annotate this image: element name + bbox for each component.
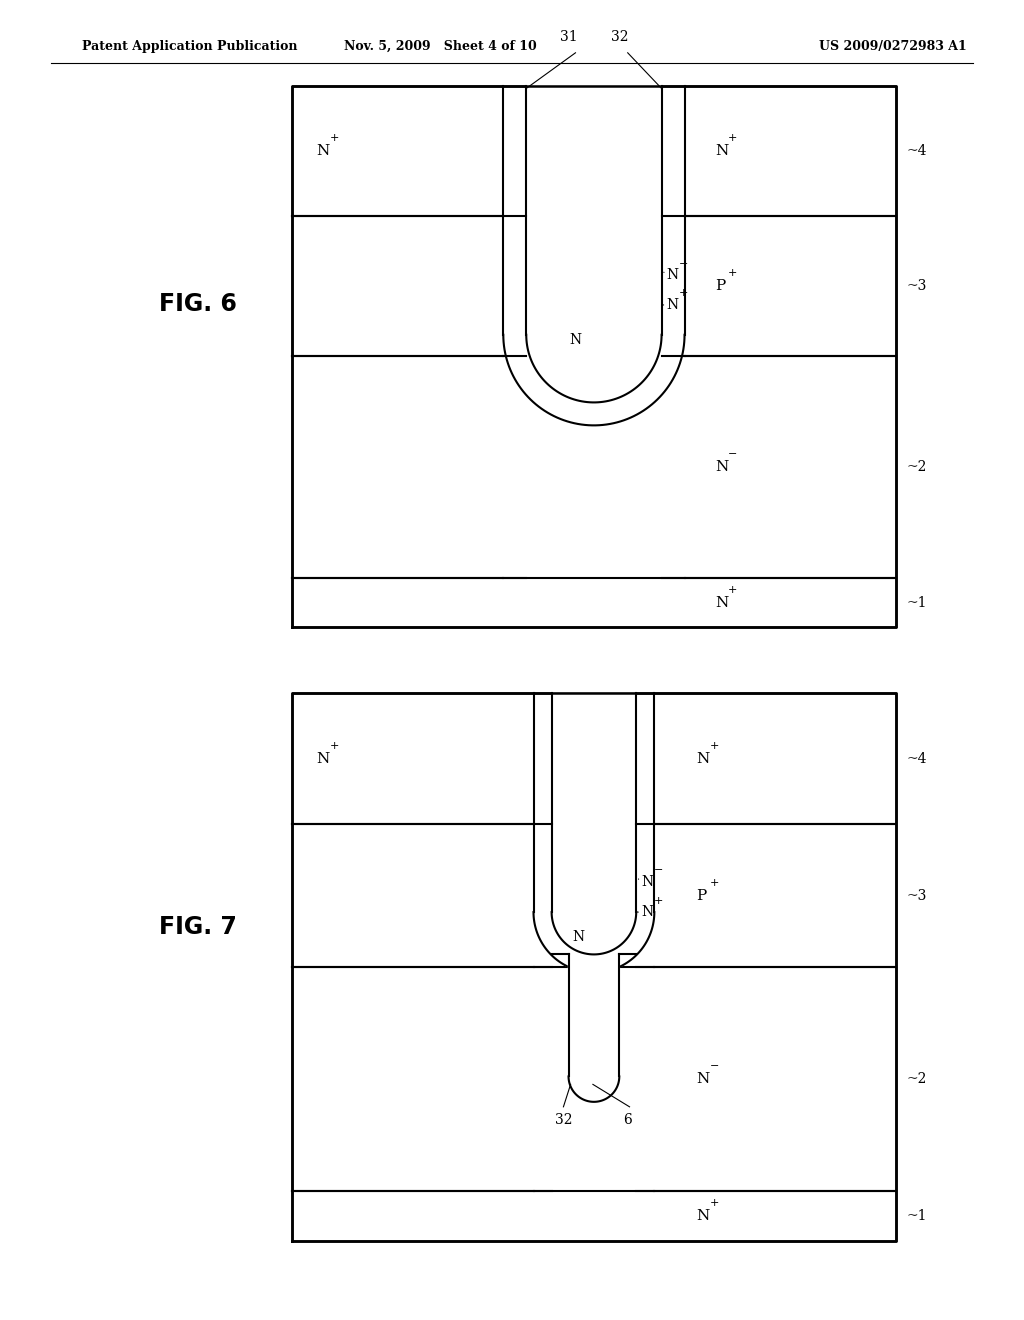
Polygon shape	[568, 912, 620, 1102]
Text: −: −	[679, 259, 688, 268]
Text: Nov. 5, 2009   Sheet 4 of 10: Nov. 5, 2009 Sheet 4 of 10	[344, 40, 537, 53]
Text: ~4: ~4	[906, 751, 927, 766]
Text: N: N	[572, 929, 585, 944]
Text: +: +	[653, 895, 663, 906]
Text: ~2: ~2	[906, 1072, 927, 1086]
Text: ~1: ~1	[906, 595, 927, 610]
Text: +: +	[330, 133, 339, 143]
Text: N: N	[569, 333, 582, 347]
Text: +: +	[728, 133, 737, 143]
Text: ~2: ~2	[906, 461, 927, 474]
Text: −: −	[653, 866, 663, 875]
Text: FIG. 7: FIG. 7	[159, 915, 237, 940]
Text: +: +	[710, 878, 719, 888]
Text: N: N	[696, 1072, 710, 1086]
Polygon shape	[526, 86, 662, 403]
Text: N: N	[641, 875, 653, 888]
Text: ~3: ~3	[906, 888, 927, 903]
Text: ~1: ~1	[906, 1209, 927, 1224]
Text: N: N	[696, 751, 710, 766]
Text: N: N	[715, 144, 728, 158]
Text: +: +	[330, 741, 339, 751]
Text: ~4: ~4	[906, 144, 927, 158]
Text: ~3: ~3	[906, 279, 927, 293]
Text: −: −	[710, 1061, 719, 1072]
Text: N: N	[316, 144, 330, 158]
Text: N: N	[715, 461, 728, 474]
Text: N: N	[696, 1209, 710, 1224]
Text: +: +	[710, 1199, 719, 1208]
Text: N: N	[715, 595, 728, 610]
Text: N: N	[641, 906, 653, 919]
Text: Patent Application Publication: Patent Application Publication	[82, 40, 297, 53]
Polygon shape	[534, 693, 654, 973]
Text: 32: 32	[555, 1114, 572, 1127]
Text: N: N	[667, 298, 679, 312]
Text: FIG. 6: FIG. 6	[159, 292, 237, 315]
Text: P: P	[715, 279, 725, 293]
Text: +: +	[710, 741, 719, 751]
Polygon shape	[504, 86, 685, 425]
Text: 32: 32	[610, 29, 629, 44]
Polygon shape	[552, 693, 636, 954]
Text: P: P	[696, 888, 707, 903]
Text: +: +	[728, 268, 737, 279]
Text: 31: 31	[559, 29, 578, 44]
Text: 6: 6	[624, 1114, 632, 1127]
Text: −: −	[728, 449, 737, 459]
Text: +: +	[679, 288, 688, 298]
Text: +: +	[728, 585, 737, 595]
Text: US 2009/0272983 A1: US 2009/0272983 A1	[819, 40, 967, 53]
Text: N: N	[667, 268, 679, 282]
Text: N: N	[316, 751, 330, 766]
